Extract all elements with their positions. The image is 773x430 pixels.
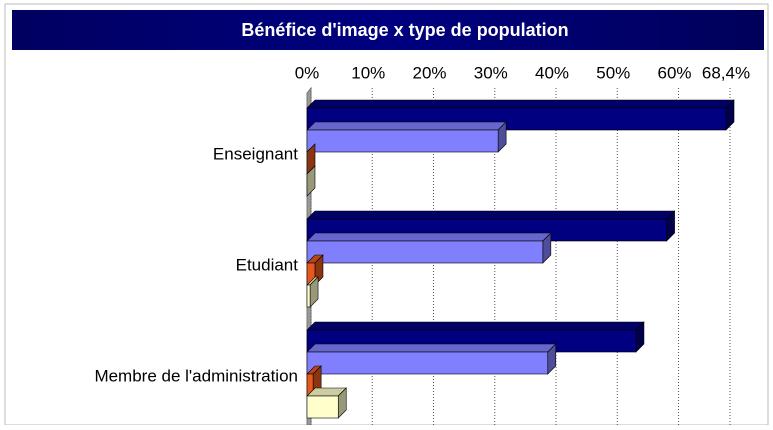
bar-side — [306, 165, 316, 197]
bar-top — [306, 99, 735, 109]
y-tick-label: Etudiant — [236, 255, 299, 274]
bar-top — [306, 121, 507, 131]
bar-top — [306, 321, 645, 331]
bar — [306, 343, 557, 375]
bar-front — [306, 129, 499, 153]
chart-title: Bénéfice d'image x type de population — [241, 20, 568, 40]
bar — [306, 232, 552, 264]
bar-top — [306, 210, 676, 220]
bar — [306, 387, 347, 419]
y-tick-label: Enseignant — [213, 144, 298, 163]
x-tick-label: 60% — [658, 63, 692, 82]
bar-top — [306, 343, 557, 353]
x-tick-label: 68,4% — [702, 63, 750, 82]
bar-front — [306, 284, 311, 308]
bar-front — [306, 240, 544, 264]
x-tick-label: 20% — [412, 63, 446, 82]
bar — [306, 165, 316, 197]
bar-front — [306, 351, 549, 375]
y-tick-label: Membre de l'administration — [94, 366, 298, 385]
bar — [306, 276, 319, 308]
bar — [306, 121, 507, 153]
x-tick-label: 30% — [474, 63, 508, 82]
x-tick-label: 50% — [596, 63, 630, 82]
x-tick-label: 0% — [295, 63, 320, 82]
title-bar — [12, 10, 764, 50]
x-tick-label: 10% — [351, 63, 385, 82]
x-tick-label: 40% — [535, 63, 569, 82]
bar-front — [306, 395, 339, 419]
bar-top — [306, 232, 552, 242]
